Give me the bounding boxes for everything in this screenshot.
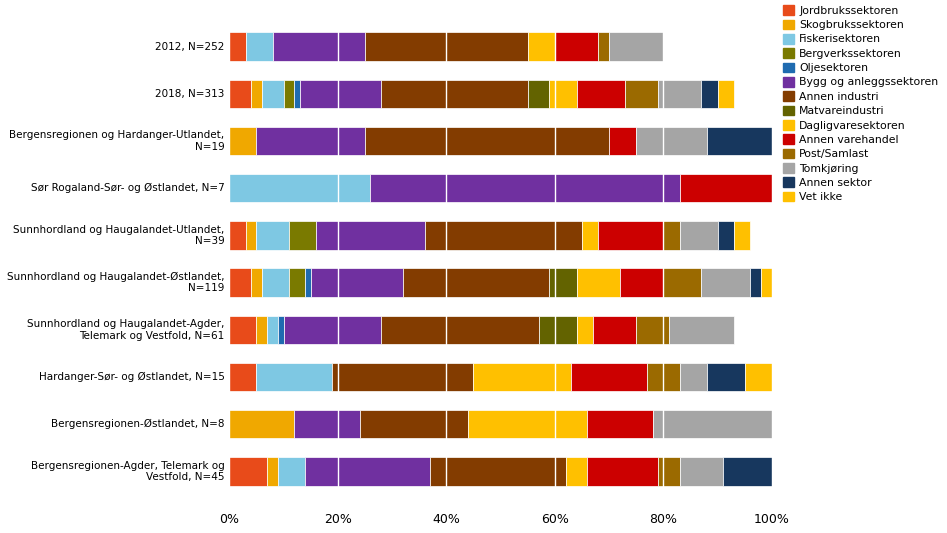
Bar — [332, 363, 474, 391]
Bar — [316, 221, 424, 249]
Bar — [382, 79, 527, 108]
Bar — [577, 316, 593, 344]
Bar — [724, 457, 772, 486]
Bar — [229, 316, 257, 344]
Bar — [229, 457, 267, 486]
Bar — [295, 410, 360, 438]
Bar — [229, 174, 370, 203]
Bar — [658, 79, 702, 108]
Bar — [360, 410, 468, 438]
Bar — [680, 363, 706, 391]
Bar — [587, 457, 658, 486]
Bar — [229, 410, 295, 438]
Bar — [370, 174, 680, 203]
Bar — [305, 269, 311, 297]
Bar — [229, 33, 245, 61]
Bar — [267, 457, 278, 486]
Bar — [289, 221, 316, 249]
Bar — [587, 410, 652, 438]
Bar — [744, 363, 772, 391]
Legend: Jordbrukssektoren, Skogbrukssektoren, Fiskerisektoren, Bergverkssektoren, Oljese: Jordbrukssektoren, Skogbrukssektoren, Fi… — [783, 5, 938, 203]
Bar — [251, 269, 262, 297]
Bar — [262, 79, 283, 108]
Bar — [300, 79, 382, 108]
Bar — [295, 79, 300, 108]
Bar — [251, 79, 262, 108]
Bar — [718, 79, 734, 108]
Bar — [582, 221, 599, 249]
Bar — [229, 127, 257, 155]
Bar — [718, 221, 734, 249]
Bar — [664, 221, 680, 249]
Bar — [664, 269, 702, 297]
Bar — [305, 457, 430, 486]
Bar — [262, 269, 289, 297]
Bar — [257, 127, 365, 155]
Bar — [245, 221, 257, 249]
Bar — [527, 33, 555, 61]
Bar — [430, 457, 565, 486]
Bar — [555, 33, 599, 61]
Bar — [577, 79, 625, 108]
Bar — [620, 269, 664, 297]
Bar — [229, 269, 251, 297]
Bar — [245, 33, 273, 61]
Bar — [311, 269, 402, 297]
Bar — [609, 33, 664, 61]
Bar — [229, 79, 251, 108]
Bar — [402, 269, 549, 297]
Bar — [734, 221, 750, 249]
Bar — [273, 33, 365, 61]
Bar — [680, 457, 724, 486]
Bar — [702, 269, 750, 297]
Bar — [706, 127, 772, 155]
Bar — [571, 363, 647, 391]
Bar — [289, 269, 305, 297]
Bar — [283, 316, 382, 344]
Bar — [706, 363, 744, 391]
Bar — [625, 79, 658, 108]
Bar — [680, 174, 772, 203]
Bar — [609, 127, 636, 155]
Bar — [278, 457, 305, 486]
Bar — [382, 316, 539, 344]
Bar — [549, 79, 577, 108]
Bar — [527, 79, 549, 108]
Bar — [702, 79, 718, 108]
Bar — [750, 269, 761, 297]
Bar — [658, 457, 680, 486]
Bar — [636, 127, 706, 155]
Bar — [599, 221, 664, 249]
Bar — [599, 33, 609, 61]
Bar — [365, 127, 609, 155]
Bar — [549, 269, 577, 297]
Bar — [577, 269, 620, 297]
Bar — [468, 410, 587, 438]
Bar — [593, 316, 636, 344]
Bar — [257, 363, 332, 391]
Bar — [257, 316, 267, 344]
Bar — [229, 363, 257, 391]
Bar — [267, 316, 278, 344]
Bar — [474, 363, 571, 391]
Bar — [647, 363, 680, 391]
Bar — [283, 79, 295, 108]
Bar — [636, 316, 669, 344]
Bar — [761, 269, 772, 297]
Bar — [680, 221, 718, 249]
Bar — [652, 410, 772, 438]
Bar — [229, 221, 245, 249]
Bar — [278, 316, 283, 344]
Bar — [539, 316, 577, 344]
Bar — [257, 221, 289, 249]
Bar — [669, 316, 734, 344]
Bar — [365, 33, 527, 61]
Bar — [565, 457, 587, 486]
Bar — [424, 221, 582, 249]
